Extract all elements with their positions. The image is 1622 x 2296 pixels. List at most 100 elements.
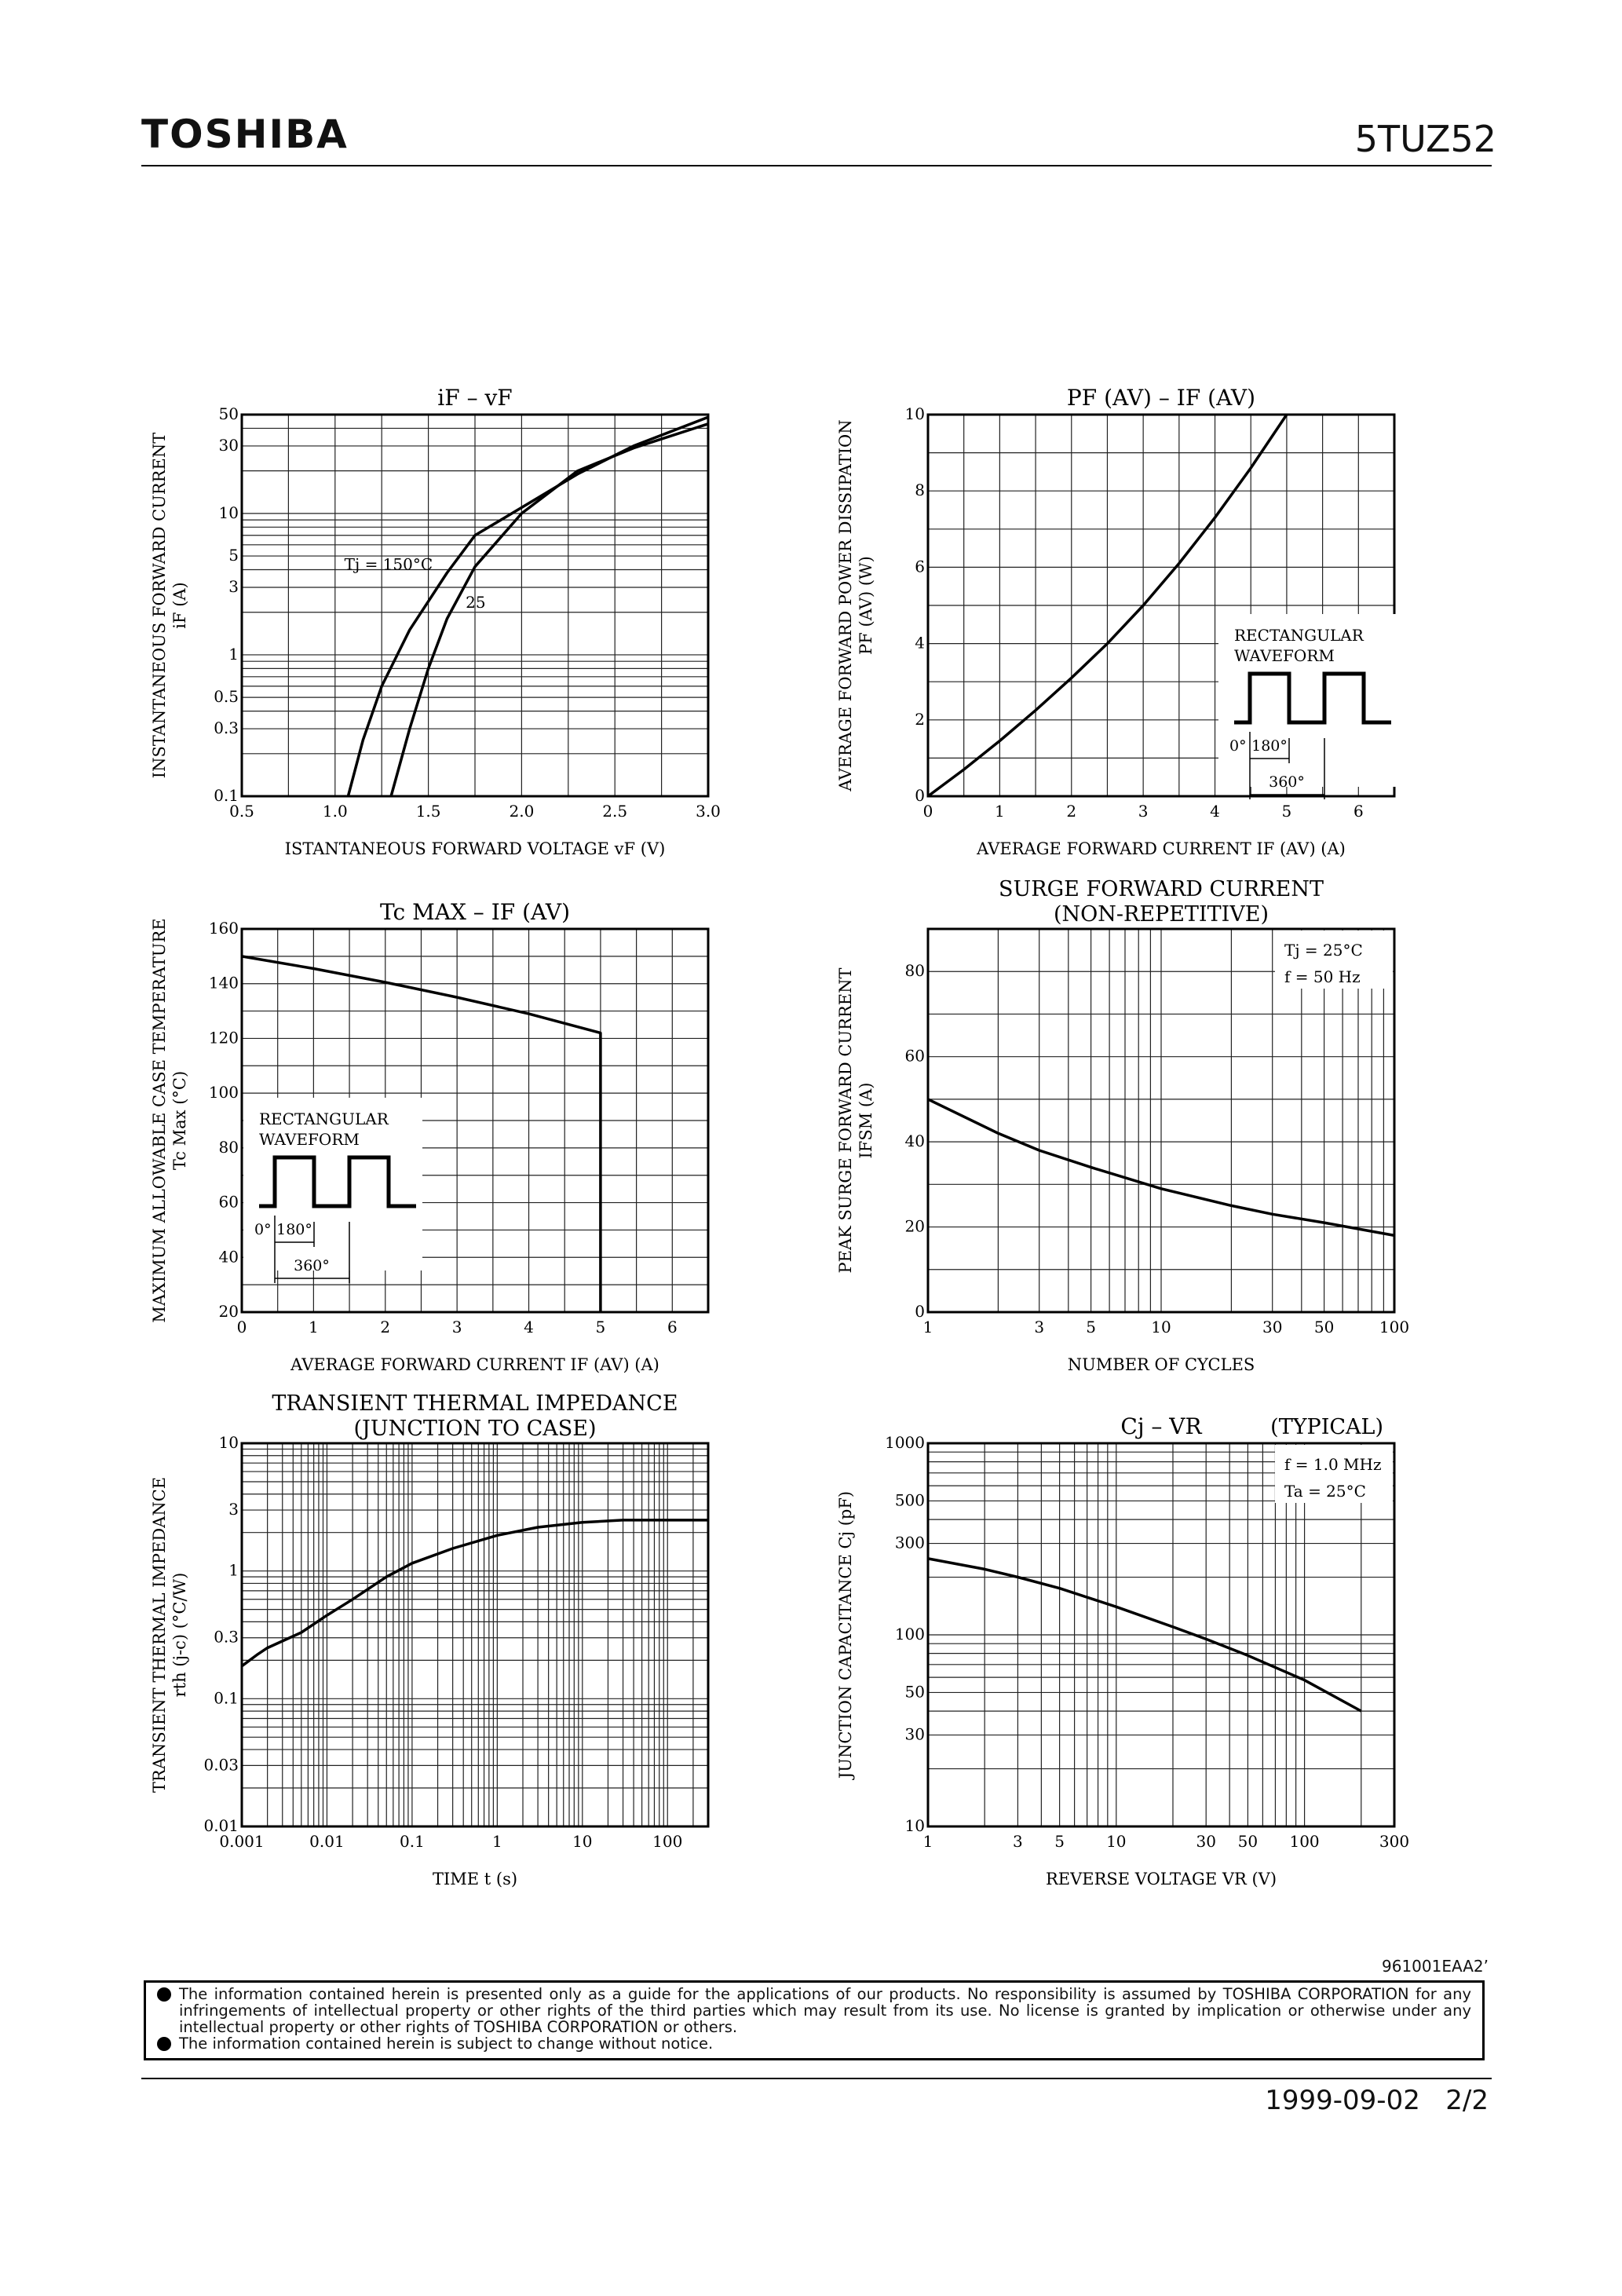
cj-vr-y-tick-label: 10 bbox=[905, 1816, 925, 1835]
cj-vr-series-line bbox=[927, 1557, 1362, 1713]
tc-if-chart-title: Tc MAX – IF (AV) bbox=[380, 899, 570, 925]
cj-vr-x-tick-label: 100 bbox=[1289, 1832, 1319, 1851]
rth-y-tick-label: 3 bbox=[228, 1500, 239, 1519]
disclaimer-text-1: The information contained herein is pres… bbox=[179, 1985, 1471, 2036]
tc-if-waveform-icon bbox=[259, 1155, 416, 1208]
disclaimer-item-2: The information contained herein is subj… bbox=[157, 2035, 1471, 2052]
pf-if-x-tick-label: 2 bbox=[1066, 802, 1076, 821]
tc-if-series-line bbox=[241, 955, 602, 1312]
pf-if-chart-title: PF (AV) – IF (AV) bbox=[1067, 385, 1255, 411]
surge-x-tick-label: 100 bbox=[1379, 1318, 1409, 1336]
cj-vr-y-tick-label: 1000 bbox=[885, 1433, 925, 1452]
pf-if-y-tick-label: 4 bbox=[915, 634, 925, 653]
tc-if-x-tick-label: 2 bbox=[380, 1318, 390, 1336]
surge-x-tick-label: 50 bbox=[1314, 1318, 1334, 1336]
tc-if-x-tick-label: 1 bbox=[309, 1318, 319, 1336]
cj-vr-y-tick-label: 30 bbox=[905, 1725, 925, 1744]
rth-x-tick-label: 10 bbox=[572, 1832, 592, 1851]
cj-vr-title-note: (TYPICAL) bbox=[1270, 1415, 1383, 1439]
pf-if-y-tick-label: 10 bbox=[905, 404, 925, 423]
cj-vr-x-axis-label: REVERSE VOLTAGE VR (V) bbox=[1046, 1870, 1277, 1888]
tc-if-y-tick-label: 100 bbox=[209, 1083, 239, 1102]
surge-y-tick-label: 40 bbox=[905, 1132, 925, 1150]
pf-if-plot-frame bbox=[926, 413, 1396, 798]
tc-if-y-axis-label-2: Tc Max (°C) bbox=[170, 1071, 189, 1170]
cj-vr-legend-box bbox=[1275, 1445, 1393, 1503]
if-vf-y-tick-label: 0.1 bbox=[214, 786, 239, 805]
footer-date-page: 1999-09-02 2/2 bbox=[1265, 2085, 1489, 2116]
tc-if-inset-deg180: 180° bbox=[276, 1221, 312, 1238]
pf-if-y-axis-label-2: PF (AV) (W) bbox=[857, 556, 875, 655]
tc-if-inset-deg360: 360° bbox=[294, 1257, 330, 1274]
surge-y-tick-label: 80 bbox=[905, 961, 925, 980]
pf-if-inset-label-1: RECTANGULAR bbox=[1234, 626, 1364, 645]
tc-if-inset-deg0: 0° bbox=[254, 1221, 272, 1238]
surge-x-tick-label: 30 bbox=[1262, 1318, 1282, 1336]
tc-if-x-tick-label: 3 bbox=[452, 1318, 462, 1336]
cj-vr-x-tick-label: 50 bbox=[1238, 1832, 1258, 1851]
cj-vr-legend-entry: Ta = 25°C bbox=[1284, 1482, 1366, 1501]
part-number: 5TUZ52 bbox=[1354, 118, 1496, 160]
rth-y-tick-label: 0.3 bbox=[214, 1628, 239, 1647]
tc-if-y-tick-label: 80 bbox=[219, 1138, 239, 1157]
cj-vr-y-tick-label: 500 bbox=[895, 1490, 925, 1509]
cj-vr-plot-frame bbox=[926, 1442, 1396, 1828]
surge-y-tick-label: 60 bbox=[905, 1047, 925, 1066]
cj-vr-y-axis-label: JUNCTION CAPACITANCE Cj (pF) bbox=[836, 1491, 855, 1780]
brand-logo: TOSHIBA bbox=[141, 112, 349, 157]
tc-if-inset-label-1: RECTANGULAR bbox=[259, 1110, 389, 1128]
tc-if-y-tick-label: 120 bbox=[209, 1028, 239, 1047]
tc-if-x-tick-label: 4 bbox=[524, 1318, 534, 1336]
footer-date: 1999-09-02 bbox=[1265, 2085, 1420, 2116]
rth-chart-title: TRANSIENT THERMAL IMPEDANCE bbox=[272, 1391, 678, 1416]
tc-if-y-axis-label: MAXIMUM ALLOWABLE CASE TEMPERATURE bbox=[150, 918, 169, 1322]
cj-vr-x-tick-label: 10 bbox=[1106, 1832, 1126, 1851]
cj-vr-x-tick-label: 30 bbox=[1196, 1832, 1215, 1851]
footer-page: 2/2 bbox=[1445, 2085, 1489, 2116]
tc-if-plot-frame bbox=[240, 927, 710, 1314]
pf-if-x-axis-label: AVERAGE FORWARD CURRENT IF (AV) (A) bbox=[976, 839, 1346, 858]
rth-y-tick-label: 0.03 bbox=[203, 1755, 239, 1774]
rth-y-tick-label: 0.1 bbox=[214, 1688, 239, 1707]
surge-series-line bbox=[927, 1098, 1395, 1238]
if-vf-y-tick-label: 1 bbox=[228, 645, 239, 664]
surge-x-tick-label: 1 bbox=[923, 1318, 933, 1336]
surge-y-tick-label: 0 bbox=[915, 1302, 925, 1321]
if-vf-series-line bbox=[346, 415, 709, 797]
if-vf-y-tick-label: 50 bbox=[219, 404, 239, 423]
cj-vr-legend-entry: f = 1.0 MHz bbox=[1284, 1455, 1382, 1474]
tc-if-x-axis-label: AVERAGE FORWARD CURRENT IF (AV) (A) bbox=[290, 1355, 659, 1374]
rth-series-line bbox=[240, 1519, 708, 1668]
tc-if-x-tick-label: 6 bbox=[667, 1318, 678, 1336]
if-vf-y-tick-label: 0.3 bbox=[214, 718, 239, 737]
pf-if-x-tick-label: 0 bbox=[923, 802, 933, 821]
if-vf-x-tick-label: 1.0 bbox=[323, 802, 348, 821]
pf-if-y-tick-label: 8 bbox=[915, 481, 925, 499]
tc-if-x-tick-label: 0 bbox=[237, 1318, 247, 1336]
pf-if-x-tick-label: 4 bbox=[1210, 802, 1220, 821]
tc-if-y-tick-label: 20 bbox=[219, 1302, 239, 1321]
pf-if-x-tick-label: 3 bbox=[1138, 802, 1149, 821]
rth-y-tick-label: 10 bbox=[219, 1433, 239, 1452]
pf-if-inset-deg180: 180° bbox=[1251, 737, 1288, 755]
if-vf-x-tick-label: 1.5 bbox=[416, 802, 441, 821]
surge-x-tick-label: 3 bbox=[1034, 1318, 1044, 1336]
disclaimer-text-2: The information contained herein is subj… bbox=[179, 2035, 714, 2053]
rth-x-tick-label: 0.01 bbox=[309, 1832, 345, 1851]
cj-vr-y-tick-label: 300 bbox=[895, 1534, 925, 1552]
rth-y-axis-label-2: rth (j-c) (°C/W) bbox=[170, 1573, 189, 1698]
pf-if-x-tick-label: 5 bbox=[1282, 802, 1292, 821]
pf-if-inset-label-2: WAVEFORM bbox=[1234, 646, 1335, 665]
if-vf-y-axis-label-2: iF (A) bbox=[170, 582, 189, 629]
pf-if-inset-deg0: 0° bbox=[1229, 737, 1247, 755]
surge-legend-entry: Tj = 25°C bbox=[1284, 941, 1363, 960]
rth-x-axis-label: TIME t (s) bbox=[433, 1870, 517, 1888]
cj-vr-chart-title: Cj – VR bbox=[1120, 1413, 1202, 1439]
pf-if-y-tick-label: 0 bbox=[915, 786, 925, 805]
if-vf-x-tick-label: 2.5 bbox=[602, 802, 627, 821]
bullet-icon bbox=[157, 2037, 171, 2051]
if-vf-curve-annotation: 25 bbox=[466, 593, 485, 612]
if-vf-y-axis-label: INSTANTANEOUS FORWARD CURRENT bbox=[150, 433, 169, 778]
rth-x-tick-label: 1 bbox=[492, 1832, 502, 1851]
